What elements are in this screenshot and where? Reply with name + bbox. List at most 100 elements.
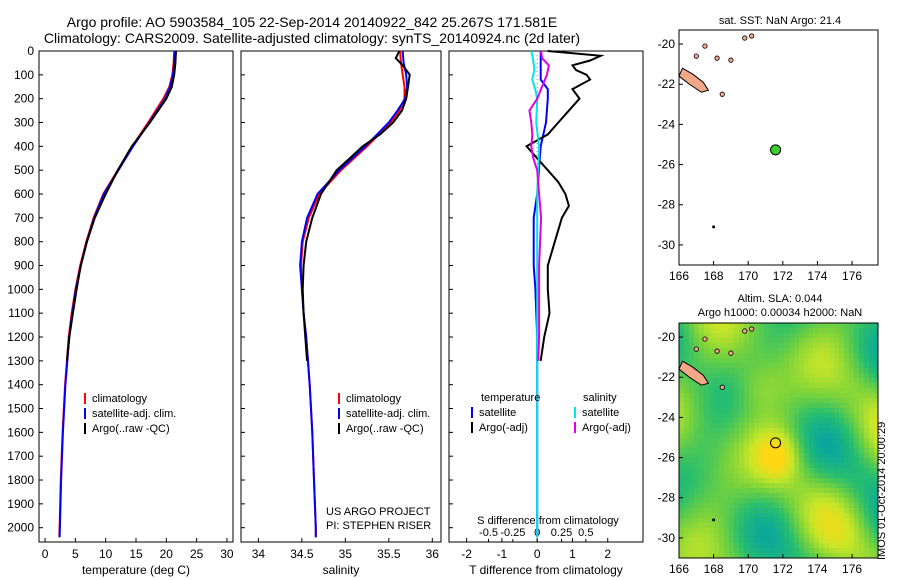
sla-cell: [779, 528, 785, 534]
sla-cell: [754, 498, 760, 504]
sla-cell: [809, 533, 815, 539]
sla-cell: [724, 528, 730, 534]
sla-cell: [684, 458, 690, 464]
sla-cell: [804, 453, 810, 459]
sla-cell: [724, 413, 730, 419]
sla-cell: [789, 343, 795, 349]
sla-cell: [849, 368, 855, 374]
sla-cell: [789, 523, 795, 529]
sla-cell: [689, 348, 695, 354]
sla-cell: [739, 448, 745, 454]
sla-cell: [774, 493, 780, 499]
sla-cell: [814, 328, 820, 334]
sla-cell: [714, 373, 720, 379]
sla-cell: [729, 393, 735, 399]
sla-cell: [689, 408, 695, 414]
plot-frame: [240, 50, 442, 543]
sla-cell: [679, 393, 685, 399]
sla-cell: [854, 368, 860, 374]
sla-cell: [849, 478, 855, 484]
sla-cell: [679, 543, 685, 549]
sla-cell: [749, 448, 755, 454]
sla-cell: [799, 323, 805, 329]
sla-cell: [739, 438, 745, 444]
sla-cell: [754, 408, 760, 414]
sla-cell: [864, 368, 870, 374]
sla-cell: [709, 428, 715, 434]
sla-cell: [779, 363, 785, 369]
sla-cell: [744, 338, 750, 344]
sla-cell: [684, 453, 690, 459]
sla-cell: [849, 388, 855, 394]
sla-cell: [709, 508, 715, 514]
sla-cell: [794, 358, 800, 364]
sla-cell: [694, 333, 700, 339]
island-shape: [678, 67, 710, 93]
sla-cell: [839, 503, 845, 509]
sla-cell: [794, 328, 800, 334]
sla-cell: [704, 403, 710, 409]
sla-cell: [694, 403, 700, 409]
sla-cell: [769, 403, 775, 409]
sla-cell: [769, 383, 775, 389]
sla-cell: [699, 403, 705, 409]
sla-cell: [684, 388, 690, 394]
sla-cell: [754, 548, 760, 554]
sla-cell: [869, 423, 875, 429]
sla-cell: [819, 423, 825, 429]
sla-cell: [859, 338, 865, 344]
sla-cell: [684, 328, 690, 334]
sla-cell: [869, 503, 875, 509]
sla-cell: [789, 488, 795, 494]
sla-cell: [844, 463, 850, 469]
sla-cell: [824, 528, 830, 534]
sla-cell: [764, 463, 770, 469]
sla-cell: [809, 418, 815, 424]
sla-cell: [779, 343, 785, 349]
small-island: [693, 53, 699, 59]
sla-cell: [839, 428, 845, 434]
sla-cell: [829, 488, 835, 494]
sla-cell: [729, 518, 735, 524]
sla-cell: [869, 378, 875, 384]
sla-cell: [829, 418, 835, 424]
sla-cell: [824, 373, 830, 379]
sla-cell: [789, 478, 795, 484]
sla-cell: [814, 478, 820, 484]
sla-cell: [769, 323, 775, 329]
sla-cell: [729, 478, 735, 484]
sla-cell: [869, 548, 875, 554]
sla-cell: [854, 453, 860, 459]
sla-cell: [799, 368, 805, 374]
sla-cell: [859, 388, 865, 394]
sla-cell: [794, 513, 800, 519]
sla-cell: [824, 358, 830, 364]
sla-cell: [819, 378, 825, 384]
sla-cell: [719, 378, 725, 384]
sla-cell: [734, 323, 740, 329]
sla-cell: [739, 358, 745, 364]
sla-cell: [839, 383, 845, 389]
sla-cell: [854, 463, 860, 469]
sla-cell: [689, 533, 695, 539]
sla-cell: [819, 368, 825, 374]
sla-cell: [734, 453, 740, 459]
sla-cell: [819, 418, 825, 424]
sla-cell: [779, 433, 785, 439]
sla-cell: [744, 493, 750, 499]
sla-cell: [729, 548, 735, 554]
sla-cell: [714, 408, 720, 414]
sla-cell: [744, 373, 750, 379]
sla-cell: [709, 358, 715, 364]
sla-cell: [714, 488, 720, 494]
sla-cell: [809, 368, 815, 374]
sla-cell: [774, 438, 780, 444]
sla-cell: [699, 328, 705, 334]
sla-cell: [759, 383, 765, 389]
sla-cell: [849, 363, 855, 369]
sla-cell: [769, 373, 775, 379]
sla-cell: [784, 443, 790, 449]
sla-cell: [734, 373, 740, 379]
sla-cell: [764, 363, 770, 369]
sla-cell: [799, 488, 805, 494]
